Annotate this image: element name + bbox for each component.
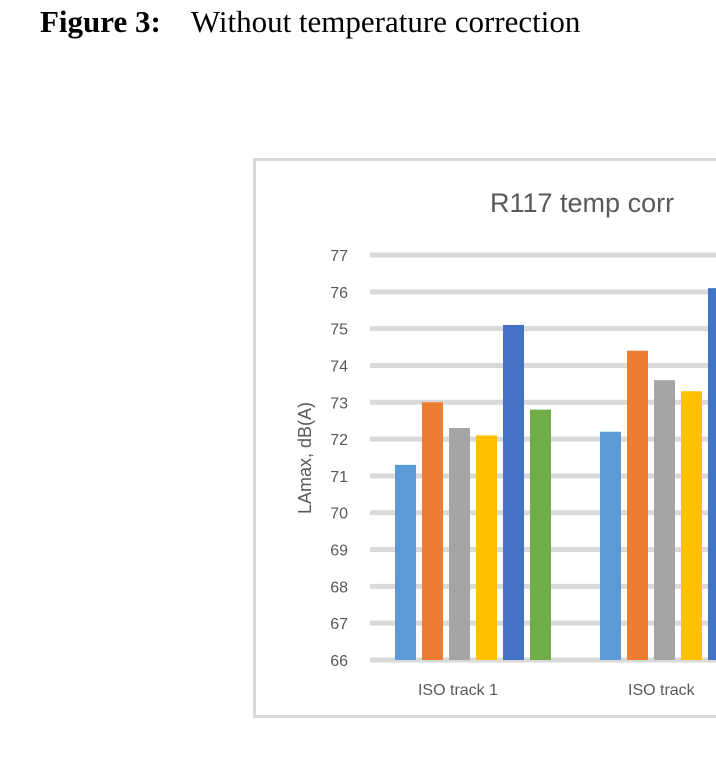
y-tick-label: 67 [330, 616, 348, 633]
chart-title: R117 temp corr [490, 188, 674, 218]
y-tick-label: 76 [330, 285, 348, 302]
figure-label: Figure 3: [40, 4, 161, 39]
y-tick-label: 72 [330, 432, 348, 449]
y-tick-label: 70 [330, 506, 348, 523]
bar [708, 288, 716, 660]
bar [395, 464, 416, 660]
y-tick-label: 68 [330, 579, 348, 596]
y-axis-title: LAmax, dB(A) [295, 402, 315, 514]
figure-heading: Figure 3: Without temperature correction [40, 4, 580, 40]
x-tick-label: ISO track 1 [418, 682, 498, 699]
y-tick-label: 66 [330, 653, 348, 670]
y-tick-label: 75 [330, 322, 348, 339]
figure-caption: Without temperature correction [190, 4, 581, 39]
bar [681, 391, 702, 660]
bar [600, 431, 621, 660]
x-tick-label: ISO track [628, 682, 696, 699]
bar [627, 350, 648, 660]
bar [530, 409, 551, 660]
bar [476, 435, 497, 660]
y-tick-label: 77 [330, 248, 348, 265]
bar [503, 324, 524, 660]
y-tick-label: 74 [330, 358, 348, 375]
bar [449, 428, 470, 660]
y-tick-label: 69 [330, 543, 348, 560]
bar [422, 402, 443, 660]
y-tick-label: 73 [330, 395, 348, 412]
bar [654, 380, 675, 660]
y-tick-label: 71 [330, 469, 348, 486]
